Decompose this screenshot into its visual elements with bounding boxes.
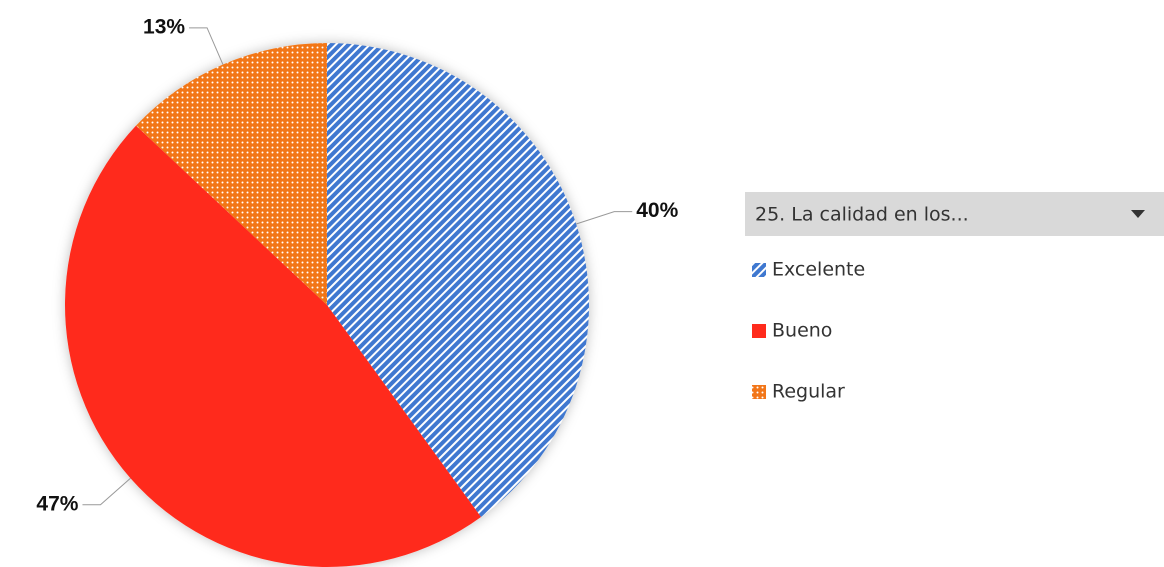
- data-label: 47%: [36, 492, 78, 515]
- data-label: 13%: [143, 15, 185, 38]
- pie: [65, 43, 590, 567]
- legend-label: Bueno: [772, 320, 832, 342]
- leader-line: [576, 211, 633, 225]
- legend-title: 25. La calidad en los...: [755, 204, 969, 226]
- pie-slice: [65, 125, 481, 567]
- leader-line: [189, 27, 224, 65]
- pie-slice: [327, 43, 590, 517]
- legend-label: Excelente: [772, 259, 865, 281]
- pie-slice: [136, 43, 327, 305]
- data-label: 40%: [636, 199, 678, 222]
- dropdown-arrow[interactable]: [1131, 210, 1145, 218]
- legend-swatch: [752, 263, 766, 277]
- legend-swatch: [752, 324, 766, 338]
- legend-field-button[interactable]: [745, 192, 1164, 236]
- legend-swatch: [752, 385, 766, 399]
- leader-line: [82, 477, 131, 506]
- legend-label: Regular: [772, 381, 845, 403]
